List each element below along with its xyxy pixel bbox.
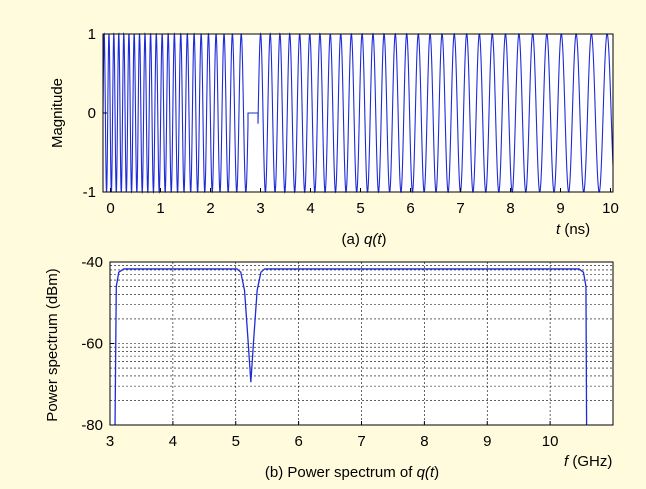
spectrum-xtick-label: 5 [232,433,240,450]
time-ytick-label: -1 [83,184,96,201]
time-caption-fn: q( [364,231,379,248]
spectrum-xtick-label: 9 [483,433,491,450]
spectrum-xlabel: f (GHz) [564,453,612,470]
time-xlabel-unit: (ns) [560,221,590,238]
spectrum-xtick-label: 8 [420,433,428,450]
spectrum-caption-prefix: (b) Power spectrum of [265,464,417,481]
spectrum-ytick-label: -40 [81,254,103,271]
time-xtick-label: 6 [406,200,414,217]
time-xlabel-var: t [556,221,561,238]
time-xtick-label: 9 [556,200,564,217]
spectrum-ytick-label: -80 [81,417,103,434]
time-caption-var: t [377,231,382,248]
spectrum-xlabel-unit: (GHz) [568,453,612,470]
time-xtick-label: 5 [356,200,364,217]
spectrum-xtick-label: 4 [169,433,177,450]
spectrum-chart: 3 4 5 6 7 8 9 10 -40 -60 -80 Power spectrum (dBm)… [44,254,614,481]
spectrum-xtick-label: 7 [357,433,365,450]
spectrum-xtick-label: 6 [294,433,302,450]
spectrum-ytick-label: -60 [81,336,103,353]
time-xtick-label: 4 [306,200,314,217]
time-xlabel: t (ns) [556,221,590,238]
spectrum-xtick-label: 10 [542,433,559,450]
time-xtick-label: 3 [256,200,264,217]
time-xtick-label: 0 [106,200,114,217]
time-xtick-label: 8 [506,200,514,217]
spectrum-line [114,268,588,426]
time-domain-chart: 0 1 2 3 4 5 6 7 8 9 10 10-1 Magnitude t (ns) (a) q… [49,26,619,248]
spectrum-caption-fn: q( [417,464,432,481]
spectrum-xlabel-var: f [564,453,570,470]
spectrum-caption: (b) Power spectrum of q(t) [265,464,439,481]
time-xtick-label: 1 [156,200,164,217]
time-caption: (a) q(t) [341,231,386,248]
time-ytick-label: 1 [88,26,96,43]
time-caption-close: ) [382,231,387,248]
spectrum-xtick-label: 3 [106,433,114,450]
time-xtick-label: 2 [206,200,214,217]
time-ylabel: Magnitude [49,78,66,148]
time-signal-line [102,31,614,195]
spectrum-caption-var: t [430,464,435,481]
spectrum-caption-close: ) [434,464,439,481]
time-xtick-label: 7 [456,200,464,217]
time-ytick-label: 0 [88,105,96,122]
time-xtick-label: 10 [602,200,619,217]
time-caption-prefix: (a) [341,231,364,248]
spectrum-ylabel: Power spectrum (dBm) [44,268,61,421]
